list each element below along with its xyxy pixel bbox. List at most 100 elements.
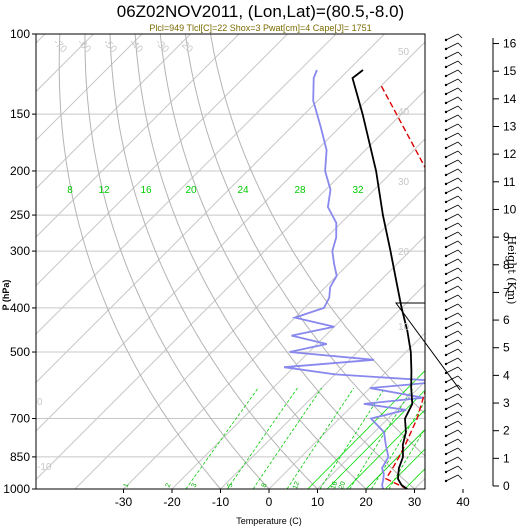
- wind-station-dot: [444, 308, 448, 312]
- wind-station-dot: [444, 128, 448, 132]
- dry-adiabat-line: [210, 34, 425, 415]
- wind-barb: [445, 42, 459, 50]
- mixing-ratio-line: [319, 387, 386, 489]
- wind-barb-flag: [457, 366, 463, 372]
- height-tick-label: 12: [503, 147, 517, 161]
- wind-barb: [445, 132, 459, 140]
- wind-station-dot: [444, 254, 448, 258]
- mixing-ratio-label: 8: [261, 482, 269, 488]
- dry-adiabat-label: 30: [398, 177, 410, 188]
- wind-panel-edge: [395, 302, 461, 391]
- dry-adiabat-line: [84, 34, 270, 489]
- wind-station-dot: [444, 326, 448, 330]
- wind-barb-flag: [457, 213, 463, 219]
- dewpoint-profile: [283, 69, 425, 489]
- isotherm-line: [123, 186, 425, 489]
- wind-barb-flag: [457, 33, 463, 39]
- wind-barb-flag: [457, 168, 463, 174]
- height-tick-label: 3: [503, 396, 510, 410]
- moist-adiabat-label: 20: [185, 185, 197, 196]
- wind-station-dot: [444, 434, 448, 438]
- height-tick-label: 4: [503, 368, 510, 382]
- x-tick-label: -10: [212, 495, 230, 509]
- wind-barb: [445, 366, 459, 374]
- moist-adiabat-label: 24: [237, 185, 249, 196]
- height-tick-label: 0: [503, 479, 510, 493]
- wind-barb-flag: [457, 330, 463, 336]
- wind-station-dot: [444, 200, 448, 204]
- height-tick-label: 1: [503, 451, 510, 465]
- moist-adiabat-label: 28: [294, 185, 306, 196]
- wind-barb: [445, 96, 459, 104]
- wind-station-dot: [444, 173, 448, 177]
- isotherm-label: -70: [51, 37, 69, 55]
- wind-station-dot: [444, 191, 448, 195]
- wind-barb: [445, 447, 459, 455]
- mixing-ratio-label: 5: [227, 482, 235, 488]
- y-tick-label: 150: [10, 107, 30, 121]
- height-tick-label: 10: [503, 202, 517, 216]
- wind-station-dot: [444, 299, 448, 303]
- wind-station-dot: [444, 65, 448, 69]
- wind-barb: [445, 402, 459, 410]
- wind-station-dot: [444, 371, 448, 375]
- dry-adiabat-label: -10: [37, 462, 52, 473]
- wind-barb-flag: [457, 384, 463, 390]
- wind-station-dot: [444, 227, 448, 231]
- height-tick-label: 5: [503, 341, 510, 355]
- wind-barb-flag: [457, 231, 463, 237]
- wind-station-dot: [444, 209, 448, 213]
- height-tick-label: 16: [503, 37, 517, 51]
- wind-barb-flag: [457, 204, 463, 210]
- wind-station-dot: [444, 155, 448, 159]
- dry-adiabat-label: 40: [398, 107, 410, 118]
- wind-station-dot: [444, 380, 448, 384]
- y-tick-label: 200: [10, 164, 30, 178]
- height-tick-label: 15: [503, 64, 517, 78]
- height-tick-label: 7: [503, 285, 510, 299]
- wind-barb: [445, 87, 459, 95]
- isotherm-line: [268, 332, 425, 489]
- wind-barb-flag: [457, 312, 463, 318]
- wind-barb: [445, 222, 459, 230]
- wind-barb: [445, 78, 459, 86]
- mixing-ratio-label: 1: [123, 482, 131, 488]
- moist-adiabat-line: [385, 448, 425, 489]
- wind-barb-flag: [457, 240, 463, 246]
- wind-barb: [445, 141, 459, 149]
- wind-barb: [445, 474, 459, 482]
- wind-barb: [445, 195, 459, 203]
- wind-barb-flag: [457, 159, 463, 165]
- wind-station-dot: [444, 452, 448, 456]
- wind-barb: [445, 375, 459, 383]
- height-tick-label: 2: [503, 424, 510, 438]
- height-tick-label: 6: [503, 313, 510, 327]
- moist-adiabat-line: [423, 487, 425, 489]
- wind-station-dot: [444, 83, 448, 87]
- wind-barb-flag: [457, 474, 463, 480]
- x-tick-label: 20: [359, 495, 373, 509]
- wind-station-dot: [444, 389, 448, 393]
- wind-barb: [445, 240, 459, 248]
- wind-barb-flag: [457, 69, 463, 75]
- wind-station-dot: [444, 101, 448, 105]
- y-tick-label: 1000: [3, 482, 30, 496]
- x-axis-title: Temperature (C): [236, 516, 302, 526]
- wind-barb: [445, 60, 459, 68]
- wind-barb-flag: [457, 339, 463, 345]
- axes: -30 -20 -10 0 10 20 30 401001502002503004005007…: [3, 27, 516, 509]
- dry-adiabat-line: [184, 34, 425, 457]
- wind-barb-flag: [457, 78, 463, 84]
- height-tick-label: 11: [503, 175, 516, 189]
- height-tick-label: 13: [503, 119, 517, 133]
- isotherm-line: [36, 34, 288, 287]
- wind-barb-flag: [457, 105, 463, 111]
- wind-station-dot: [444, 92, 448, 96]
- x-tick-label: -30: [115, 495, 133, 509]
- wind-barb-flag: [457, 186, 463, 192]
- wind-barb-flag: [457, 42, 463, 48]
- wind-station-dot: [444, 245, 448, 249]
- wind-barb: [445, 411, 459, 419]
- wind-barb: [445, 51, 459, 59]
- wind-barb-flag: [457, 438, 463, 444]
